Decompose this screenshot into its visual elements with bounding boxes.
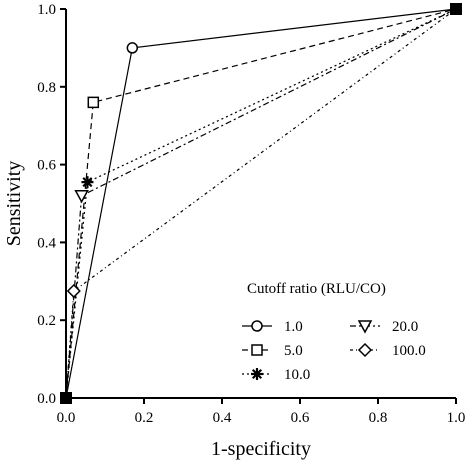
marker-asterisk — [251, 368, 263, 380]
series-line — [65, 8, 457, 399]
legend-label: 1.0 — [284, 319, 303, 335]
marker-triangle-down — [74, 189, 89, 204]
y-tick-label: 0.2 — [37, 313, 56, 329]
legend-item-1.0: 1.0 — [242, 319, 303, 335]
x-tick-label: 0.2 — [135, 410, 154, 426]
legend-title: Cutoff ratio (RLU/CO) — [247, 281, 386, 297]
series-layer — [60, 3, 462, 404]
series-line — [65, 8, 457, 399]
legend-item-10.0: 10.0 — [242, 367, 310, 383]
series-20.0 — [65, 8, 457, 399]
legend-label: 10.0 — [284, 367, 310, 383]
marker-asterisk — [81, 176, 94, 189]
legend-item-5.0: 5.0 — [242, 343, 303, 359]
x-tick-label: 0.6 — [291, 410, 310, 426]
marker-circle — [126, 42, 139, 54]
series-line — [65, 8, 457, 399]
legend-item-20.0: 20.0 — [350, 319, 418, 335]
axes: 0.0 0.2 0.4 0.6 0.8 1.0 0.0 0.2 0.4 0.6 0.8 1.0 — [37, 2, 465, 426]
marker-circle — [251, 320, 263, 332]
y-tick-label: 1.0 — [37, 2, 56, 18]
x-tick-label: 0.4 — [213, 410, 232, 426]
series-1.0 — [65, 8, 457, 399]
asterisk-stroke — [82, 177, 93, 188]
y-tick-label: 0.8 — [37, 80, 56, 96]
y-axis-label: Sensitivity — [3, 161, 25, 247]
series-100.0 — [65, 8, 457, 399]
asterisk-stroke — [251, 368, 263, 380]
series-line — [65, 8, 457, 399]
legend-item-100.0: 100.0 — [350, 342, 426, 359]
y-tick-label: 0.6 — [37, 158, 56, 174]
marker-square — [87, 96, 100, 109]
marker-diamond — [357, 342, 373, 358]
x-axis-label: 1-specificity — [211, 438, 311, 460]
endpoint-marker — [60, 392, 72, 404]
y-tick-label: 0.0 — [37, 391, 56, 407]
legend: 1.0 20.0 5.0 100.0 10.0 — [242, 319, 426, 383]
series-5.0 — [65, 8, 457, 399]
x-tick-label: 0.8 — [369, 410, 388, 426]
legend-label: 100.0 — [392, 343, 426, 359]
x-tick-label: 1.0 — [447, 410, 466, 426]
endpoint-marker — [450, 3, 462, 15]
marker-triangle-down — [357, 320, 373, 334]
y-tick-label: 0.4 — [37, 235, 56, 251]
legend-label: 20.0 — [392, 319, 418, 335]
legend-label: 5.0 — [284, 343, 303, 359]
series-line — [65, 8, 457, 399]
endpoints — [60, 3, 462, 404]
marker-diamond — [66, 283, 81, 299]
x-tick-label: 0.0 — [57, 410, 76, 426]
series-10.0 — [65, 8, 457, 399]
marker-square — [251, 344, 263, 356]
